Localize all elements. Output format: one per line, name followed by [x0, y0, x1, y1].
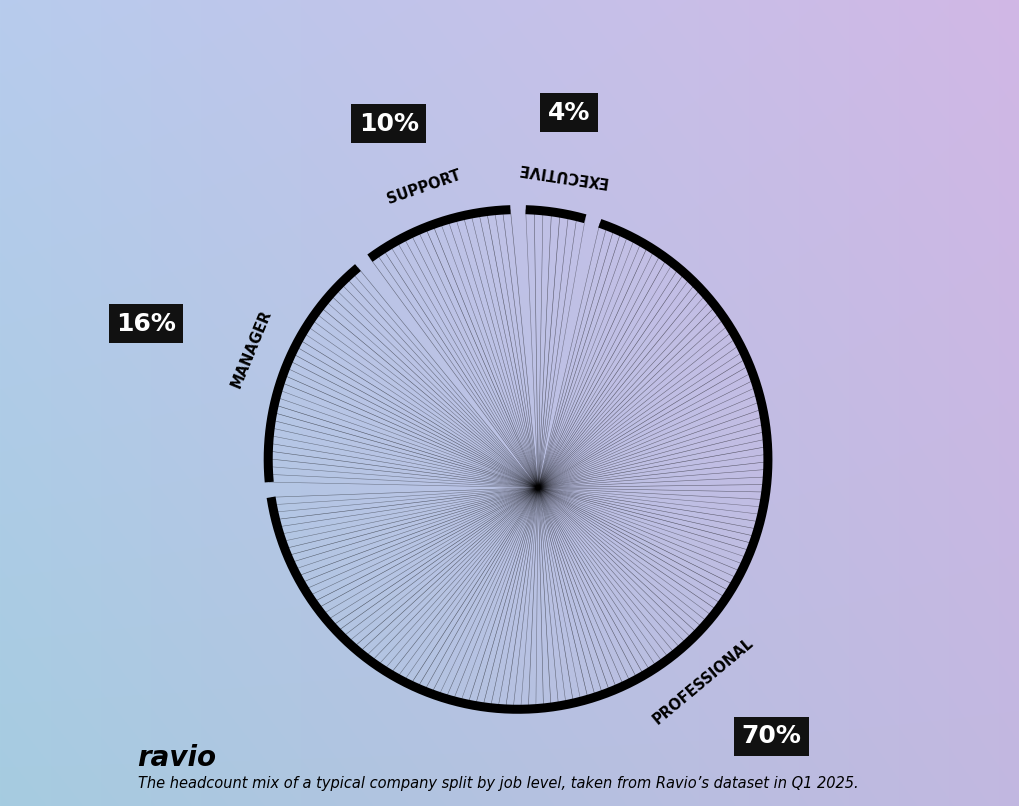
Text: EXECUTIVE: EXECUTIVE	[515, 160, 607, 189]
Text: SUPPORT: SUPPORT	[384, 167, 463, 206]
Text: 70%: 70%	[741, 724, 801, 748]
Text: ravio: ravio	[138, 744, 217, 771]
Text: 10%: 10%	[359, 112, 419, 135]
Text: MANAGER: MANAGER	[228, 308, 274, 390]
Text: PROFESSIONAL: PROFESSIONAL	[649, 635, 755, 727]
Text: The headcount mix of a typical company split by job level, taken from Ravio’s da: The headcount mix of a typical company s…	[138, 776, 857, 791]
Text: 16%: 16%	[116, 312, 176, 336]
Text: 4%: 4%	[547, 101, 590, 125]
